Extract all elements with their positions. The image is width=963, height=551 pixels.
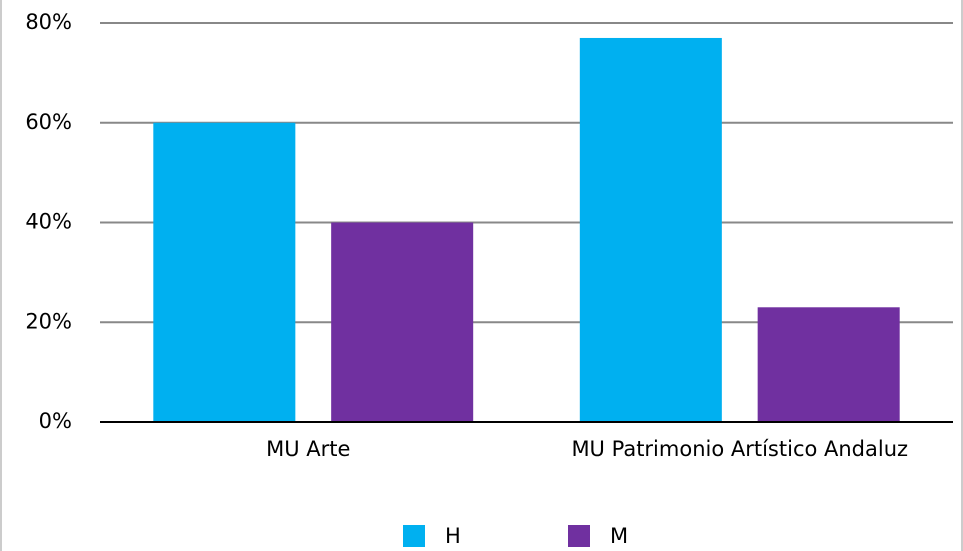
y-tick-label: 80% [25,10,72,34]
y-tick-label: 60% [25,110,72,134]
x-tick-label: MU Arte [266,437,350,461]
bar [331,222,474,422]
legend-label: M [610,524,628,548]
legend-label: H [445,524,461,548]
y-tick-label: 0% [39,409,72,433]
legend-swatch [568,525,590,547]
legend-swatch [403,525,425,547]
bar [579,37,722,423]
y-tick-label: 20% [25,309,72,333]
bar [153,122,296,422]
x-tick-label: MU Patrimonio Artístico Andaluz [571,437,908,461]
bar [757,307,900,422]
y-tick-label: 40% [25,210,72,234]
